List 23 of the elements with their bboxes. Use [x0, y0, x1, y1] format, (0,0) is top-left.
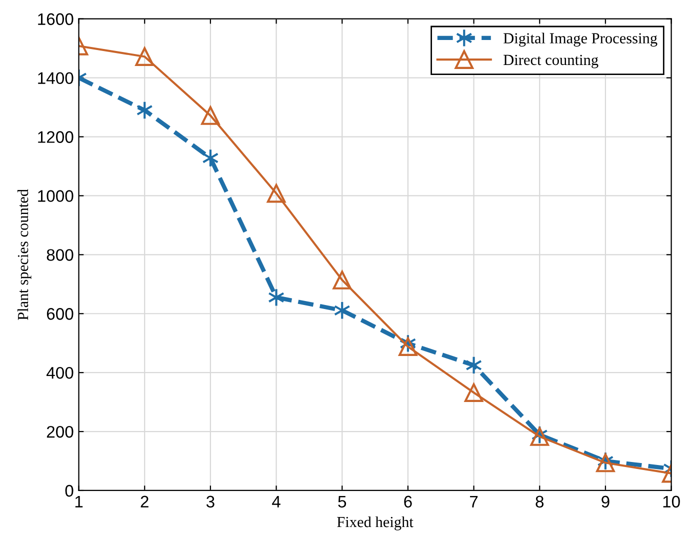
x-tick-label: 5	[338, 496, 346, 508]
y-tick-label: 1200	[38, 131, 74, 143]
y-tick-label: 0	[65, 484, 74, 497]
x-tick-label: 9	[602, 496, 610, 508]
legend-label: Direct counting	[504, 54, 598, 68]
y-tick-label: 1000	[38, 190, 74, 202]
y-tick-label: 400	[46, 366, 74, 379]
x-tick-label: 8	[536, 496, 544, 508]
y-tick-label: 200	[46, 426, 74, 438]
x-tick-label: 6	[404, 496, 412, 508]
x-tick-label: 3	[206, 496, 214, 508]
y-tick-label: 800	[46, 249, 74, 261]
x-tick-label: 7	[470, 496, 478, 508]
y-tick-label: 1400	[38, 72, 74, 84]
y-tick-label: 600	[46, 308, 74, 320]
x-tick-label: 1	[75, 496, 83, 508]
legend-label: Digital Image Processing	[504, 32, 658, 47]
y-axis-title: Plant species counted	[17, 189, 32, 320]
x-tick-label: 10	[663, 496, 680, 508]
x-tick-label: 4	[272, 496, 280, 508]
x-axis-title: Fixed height	[337, 516, 414, 530]
y-tick-label: 1600	[38, 13, 74, 26]
x-tick-label: 2	[140, 496, 148, 508]
